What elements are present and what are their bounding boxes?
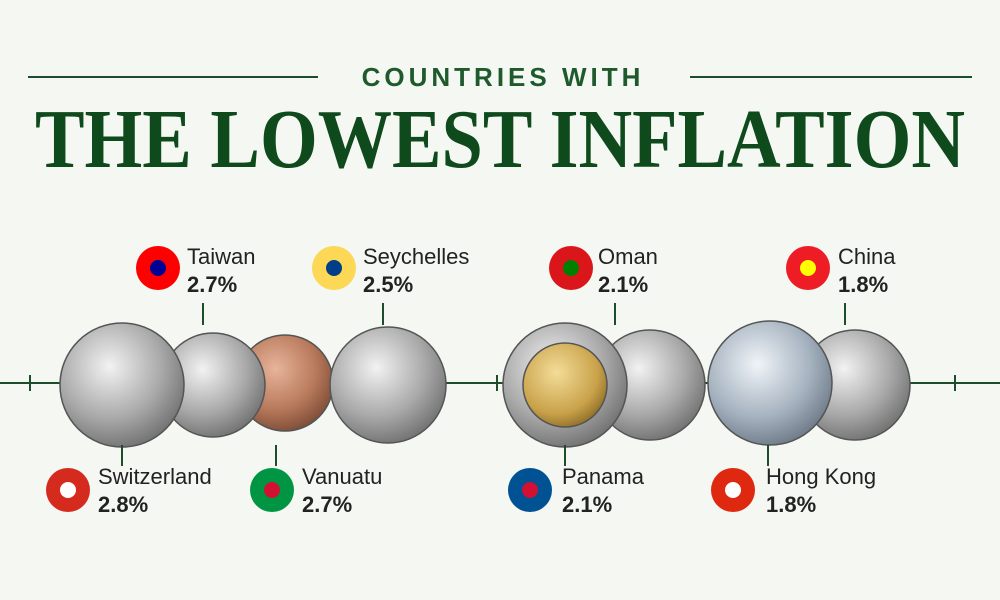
country-name: Taiwan: [187, 244, 255, 269]
country-name: Oman: [598, 244, 658, 269]
country-name: Seychelles: [363, 244, 469, 269]
inflation-value: 2.1%: [598, 272, 648, 297]
country-name: China: [838, 244, 896, 269]
flag-emblem: [800, 260, 816, 276]
inflation-value: 2.1%: [562, 492, 612, 517]
title: THE LOWEST INFLATION: [35, 93, 965, 186]
inflation-value: 2.7%: [302, 492, 352, 517]
country-name: Hong Kong: [766, 464, 876, 489]
inflation-value: 1.8%: [838, 272, 888, 297]
flag-emblem: [326, 260, 342, 276]
inflation-value: 1.8%: [766, 492, 816, 517]
flag-emblem: [264, 482, 280, 498]
flag-emblem: [563, 260, 579, 276]
country-name: Vanuatu: [302, 464, 382, 489]
country-name: Panama: [562, 464, 645, 489]
kicker: COUNTRIES WITH: [362, 62, 645, 92]
flag-emblem: [725, 482, 741, 498]
inflation-value: 2.5%: [363, 272, 413, 297]
inflation-value: 2.8%: [98, 492, 148, 517]
coins: [59, 320, 911, 448]
flag-emblem: [60, 482, 76, 498]
country-labels: Switzerland 2.8% Taiwan 2.7% Vanuatu 2.7% Seyc…: [46, 244, 896, 517]
country-name: Switzerland: [98, 464, 212, 489]
flag-emblem: [522, 482, 538, 498]
flag-emblem: [150, 260, 166, 276]
inflation-value: 2.7%: [187, 272, 237, 297]
